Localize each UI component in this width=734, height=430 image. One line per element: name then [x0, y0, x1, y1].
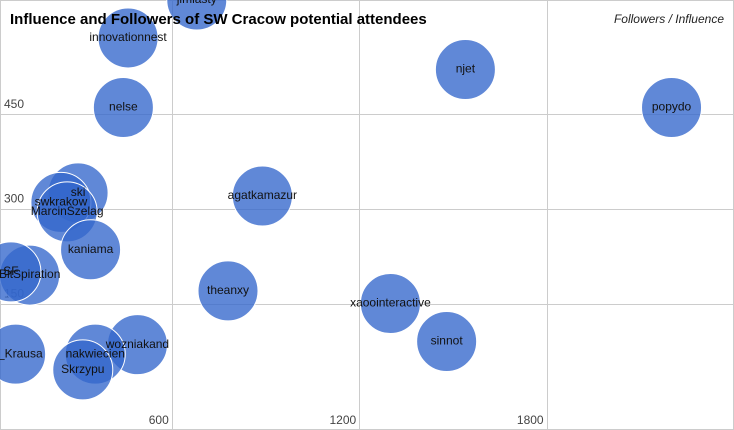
- bubble-label: Skrzypu: [61, 362, 104, 376]
- bubble-label: kaniama: [68, 242, 114, 256]
- bubble-label: njet: [456, 62, 476, 76]
- bubble[interactable]: [359, 273, 421, 335]
- bubble-label: wozniakand: [105, 337, 169, 351]
- bubble-label: swkrakow: [35, 195, 88, 209]
- bubble-label: popydo: [652, 100, 692, 114]
- bubble[interactable]: [434, 39, 496, 101]
- legend-label: Followers / Influence: [614, 12, 724, 26]
- bubble-label: SF: [3, 264, 18, 278]
- bubble-label: innovationnest: [89, 30, 167, 44]
- bubble-label: al_Krausa: [0, 346, 43, 360]
- bubble-label: agatkamazur: [228, 188, 297, 202]
- bubble[interactable]: [197, 260, 259, 322]
- bubble[interactable]: [0, 241, 42, 303]
- bubbles: njet popydo innovationnest jimiasty nelse aga…: [0, 0, 703, 401]
- y-tick-label: 300: [4, 192, 24, 206]
- bubble-label: jimiasty: [176, 0, 217, 6]
- bubble[interactable]: [166, 0, 228, 31]
- bubble-label: sinnot: [431, 334, 464, 348]
- bubble[interactable]: [52, 339, 114, 401]
- bubble-label: xaoointeractive: [350, 296, 431, 310]
- bubble[interactable]: [231, 165, 293, 227]
- y-tick-label: 450: [4, 97, 24, 111]
- bubble-label: nakwiecien: [66, 346, 125, 360]
- bubble[interactable]: [0, 323, 47, 385]
- x-tick-label: 600: [149, 413, 169, 427]
- bubble[interactable]: [97, 7, 159, 69]
- bubble[interactable]: [92, 77, 154, 138]
- x-tick-label: 1200: [329, 413, 356, 427]
- bubble-label: nelse: [109, 100, 138, 114]
- bubble-label: theanxy: [207, 283, 249, 297]
- bubble-label: ski: [71, 185, 86, 199]
- x-tick-label: 1800: [517, 413, 544, 427]
- bubble-label: MarcinSzelag: [31, 204, 104, 218]
- bubble[interactable]: [641, 77, 703, 138]
- chart-title: Influence and Followers of SW Cracow pot…: [10, 11, 427, 28]
- bubble[interactable]: [416, 310, 478, 372]
- bubble[interactable]: [60, 219, 122, 281]
- bubble-label: BitSpiration: [0, 267, 60, 281]
